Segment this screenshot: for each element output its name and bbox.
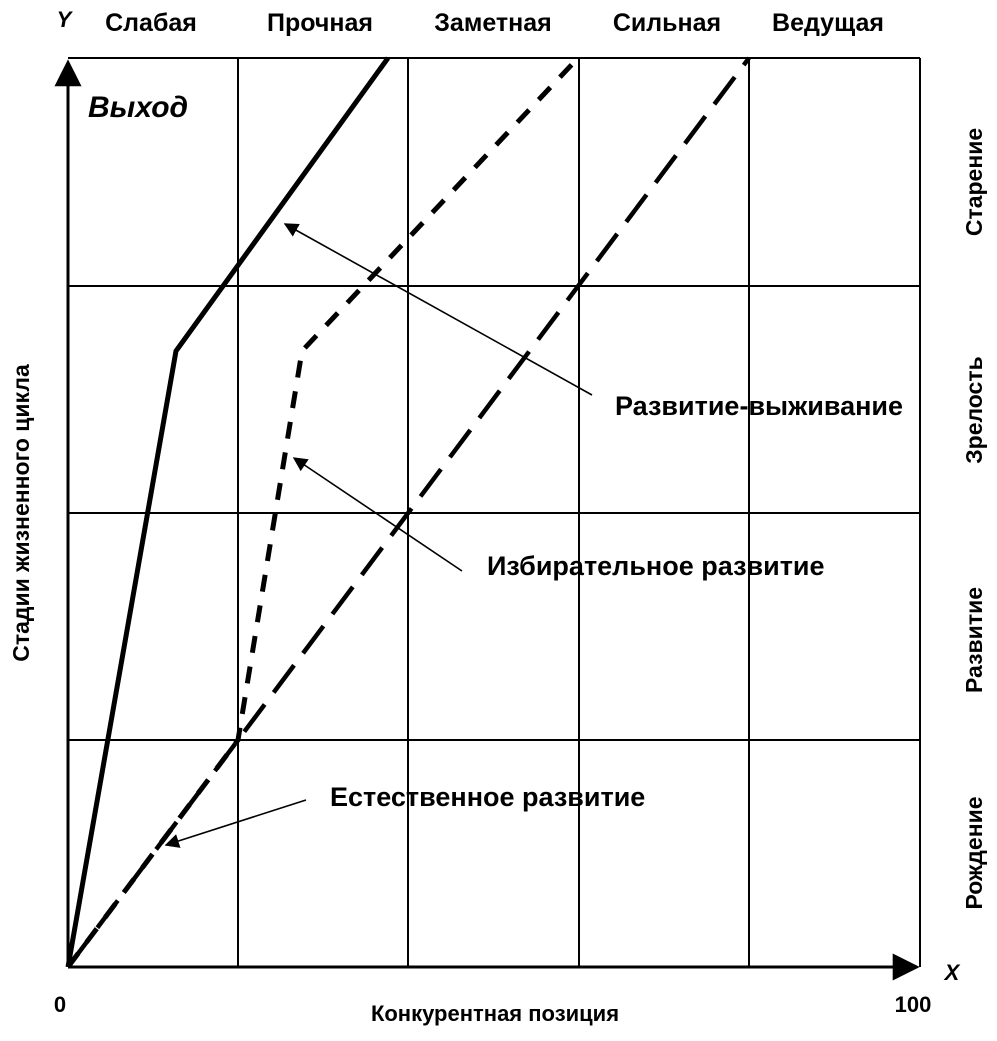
grid bbox=[68, 57, 921, 967]
pointer-selective-development bbox=[292, 457, 463, 572]
column-label-weak: Слабая bbox=[105, 9, 197, 37]
label-natural-development: Естественное развитие bbox=[330, 782, 645, 812]
x-axis-letter: X bbox=[943, 960, 961, 985]
curve-survival-development bbox=[65, 56, 391, 968]
y-axis-title: Стадии жизненного цикла bbox=[8, 364, 34, 662]
column-label-strong-enough: Прочная bbox=[267, 9, 373, 37]
label-survival-development: Развитие-выживание bbox=[615, 391, 903, 421]
y-axis-letter: Y bbox=[57, 7, 74, 32]
curve-selective-development bbox=[65, 56, 580, 969]
curve-natural-development bbox=[66, 56, 751, 969]
x-axis-title: Конкурентная позиция bbox=[371, 1001, 619, 1026]
x-axis-max-label: 100 bbox=[895, 992, 932, 1017]
pointer-natural-development bbox=[164, 799, 307, 848]
row-label-maturity: Зрелость bbox=[961, 356, 987, 464]
row-label-birth: Рождение bbox=[961, 796, 987, 909]
column-label-notable: Заметная bbox=[434, 9, 551, 37]
column-label-leading: Ведущая bbox=[772, 9, 884, 37]
pointer-survival-development bbox=[283, 223, 593, 396]
x-axis-min-label: 0 bbox=[54, 992, 66, 1017]
exit-label: Выход bbox=[88, 91, 188, 124]
row-label-aging: Старение bbox=[961, 128, 987, 236]
row-label-growth: Развитие bbox=[961, 587, 987, 693]
column-label-powerful: Сильная bbox=[613, 9, 721, 37]
label-selective-development: Избирательное развитие bbox=[487, 551, 825, 581]
